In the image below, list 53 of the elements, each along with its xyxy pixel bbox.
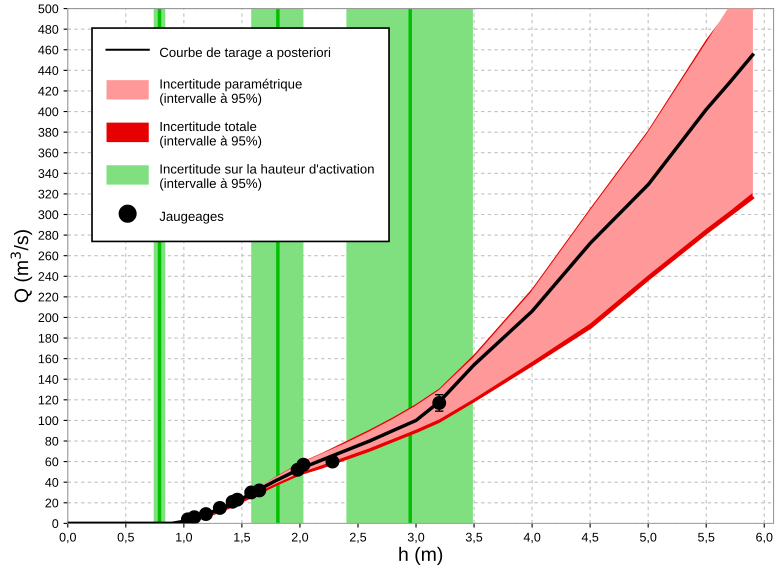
point: [212, 500, 227, 515]
y-tick-label: 340: [38, 169, 58, 178]
y-axis-title: Q (m$^{3}$/s): [10, 230, 32, 302]
x-tick-label: 1,5: [234, 532, 250, 544]
y-tick-label: 480: [38, 24, 58, 34]
band-label: Incertitude sur la hauteur d'activation (intervalle à 95%): [160, 164, 374, 191]
x-tick-label: 0,5: [118, 532, 134, 544]
x-tick-label: 4,5: [582, 532, 598, 544]
y-tick-label: 140: [38, 375, 58, 384]
legend-label: Courbe de tarage a posteriori: [160, 47, 330, 60]
y-tick-label: 200: [38, 313, 58, 322]
y-tick-label: 240: [38, 272, 58, 281]
y-tick-label: 0: [52, 519, 58, 528]
x-tick-label: 3,5: [466, 532, 482, 544]
x-axis-title: h (m): [399, 546, 442, 565]
point: [187, 510, 202, 524]
point: [198, 507, 213, 522]
point: [230, 492, 244, 507]
x-tick-label: 1,0: [176, 532, 192, 544]
y-tick-label: 120: [38, 396, 58, 404]
x-tick-label: 5,5: [698, 532, 714, 544]
y-tick-label: 20: [45, 498, 58, 508]
y-tick-label: 500: [38, 4, 58, 14]
y-tick-label: 400: [38, 107, 58, 116]
y-tick-label: 60: [45, 457, 58, 466]
y-tick-label: 180: [38, 334, 58, 343]
legend-label: Incertitude paramétrique (intervalle à 95%): [160, 78, 302, 106]
x-tick-label: 4,0: [524, 532, 540, 544]
x-tick-label: 6,0: [756, 532, 772, 544]
x-tick-label: 0,0: [60, 532, 76, 544]
x-tick-label: 3,0: [408, 532, 424, 544]
y-tick-label: 320: [38, 190, 58, 199]
y-tick-label: 300: [38, 210, 58, 220]
y-tick-label: 380: [38, 128, 58, 137]
y-tick-label: 280: [38, 230, 58, 240]
x-tick-label: 5,0: [640, 532, 656, 544]
y-tick-label: 460: [38, 46, 58, 54]
point: [252, 483, 266, 498]
y-tick-label: 100: [38, 416, 58, 426]
y-tick-label: 420: [38, 86, 58, 96]
y-tick-label: 80: [45, 436, 58, 446]
x-tick-label: 2,5: [350, 532, 366, 544]
y-tick-label: 40: [45, 478, 58, 487]
y-tick-label: 160: [38, 354, 58, 364]
y-tick-label: 440: [38, 66, 58, 76]
legend-label: Incertitude totale (intervalle à 95%): [160, 121, 262, 148]
point: [296, 458, 310, 472]
y-tick-label: 360: [38, 148, 58, 158]
point: [325, 454, 340, 469]
y-tick-label: 220: [38, 292, 58, 302]
x-tick-label: 2,0: [292, 532, 308, 544]
legend-label: Jaugeages: [160, 212, 224, 224]
y-tick-label: 260: [38, 251, 58, 260]
